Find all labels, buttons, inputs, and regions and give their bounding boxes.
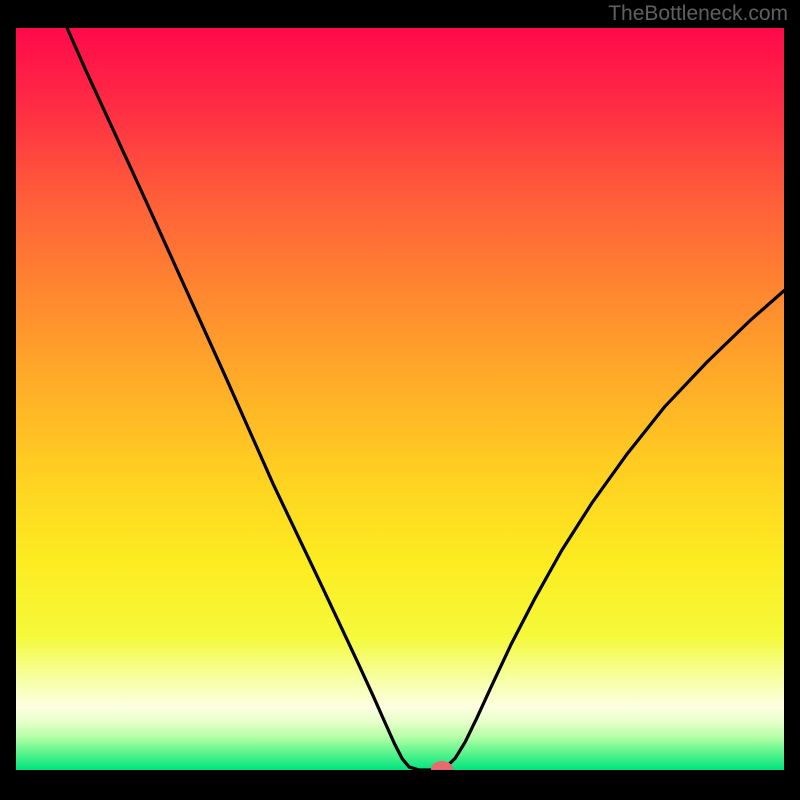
- plot-area: [16, 28, 784, 770]
- watermark-text: TheBottleneck.com: [608, 2, 788, 26]
- bottleneck-curve: [16, 28, 784, 770]
- optimum-marker: [431, 761, 453, 770]
- chart-container: TheBottleneck.com: [0, 0, 800, 800]
